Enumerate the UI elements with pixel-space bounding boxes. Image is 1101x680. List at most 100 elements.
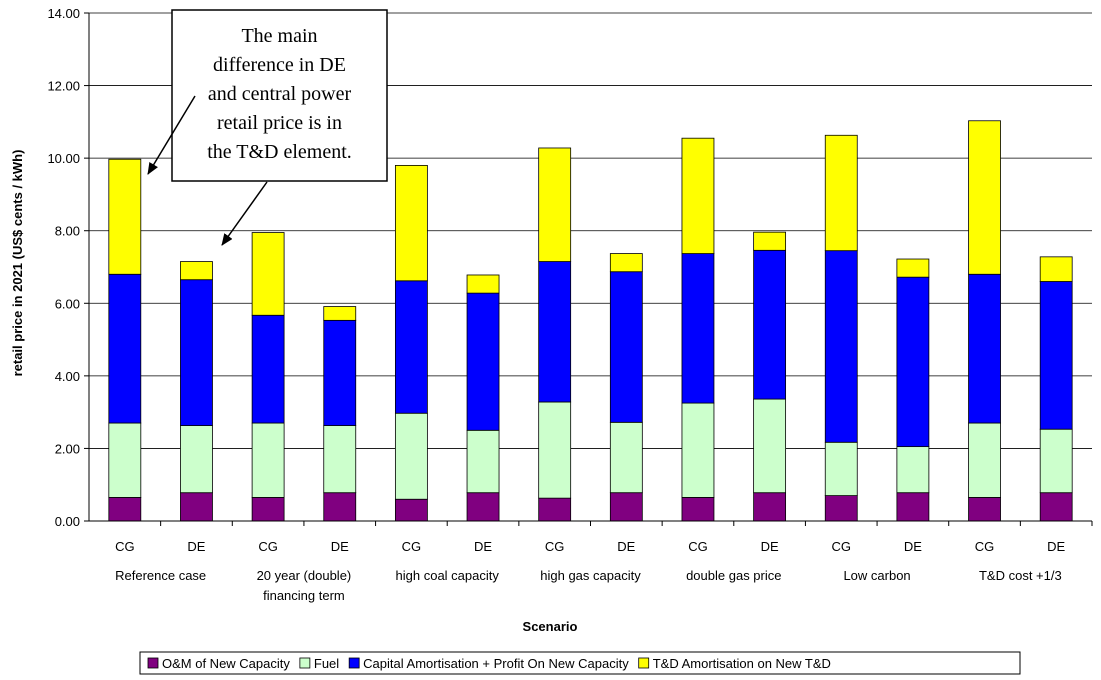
bar-segment-3	[108, 158, 142, 275]
legend: O&M of New Capacity Fuel Capital Amortisat…	[139, 651, 1021, 675]
bar-segment-3	[824, 134, 858, 252]
bar-segment-2	[466, 292, 500, 431]
bar-segment-0	[1039, 492, 1073, 522]
legend-label: Fuel	[314, 656, 339, 671]
bar-segment-1	[968, 422, 1001, 498]
callout-text-line: and central power	[208, 83, 352, 105]
x-tick-label: DE	[474, 539, 492, 554]
bar-segment-0	[323, 492, 357, 522]
legend-swatch	[299, 657, 311, 669]
bar-segment-0	[824, 495, 858, 522]
bar-segment-0	[108, 497, 142, 522]
callout-box	[171, 9, 388, 182]
bar-segment-3	[753, 231, 787, 251]
bar-segment-2	[394, 280, 428, 414]
group-label: Low carbon	[843, 568, 910, 583]
callout-arrow	[147, 95, 196, 175]
y-axis-title: retail price in 2021 (US$ cents / kWh)	[10, 150, 25, 377]
bar-segment-1	[108, 422, 142, 498]
bar-segment-0	[466, 492, 500, 522]
x-tick-label: DE	[761, 539, 779, 554]
bar-segment-1	[251, 422, 285, 498]
bar-segment-0	[538, 497, 572, 522]
bar-segment-2	[1039, 281, 1073, 430]
y-tick-label: 4.00	[55, 369, 80, 384]
group-label: financing term	[263, 588, 345, 603]
bar-segment-2	[753, 249, 787, 400]
legend-box	[139, 651, 1021, 675]
bar-segment-1	[394, 412, 428, 500]
callout-text-line: difference in DE	[213, 54, 346, 76]
x-tick-label: CG	[545, 539, 565, 554]
bar-segment-2	[251, 314, 285, 424]
bar-segment-1	[753, 398, 787, 494]
bar-segment-0	[394, 498, 428, 522]
bar-segment-1	[824, 441, 858, 497]
y-tick-label: 10.00	[47, 151, 80, 166]
bar-segment-3	[251, 232, 285, 316]
group-label: high gas capacity	[540, 568, 641, 583]
bar-segment-0	[180, 492, 213, 522]
bar-segment-1	[323, 425, 357, 494]
legend-swatch	[147, 657, 159, 669]
bar-segment-0	[753, 492, 787, 522]
x-tick-label: CG	[402, 539, 422, 554]
bar-segment-0	[681, 497, 715, 522]
bar-segment-0	[896, 492, 930, 522]
axes	[84, 12, 1093, 526]
bar-segment-2	[180, 279, 213, 426]
legend-label: Capital Amortisation + Profit On New Cap…	[363, 656, 629, 671]
y-tick-label: 8.00	[55, 224, 80, 239]
axis-labels: 0.00 2.00 4.00 6.00 8.00 10.00 12.00 14.00 CG DE C…	[47, 6, 1065, 603]
bar-segment-1	[896, 446, 930, 494]
x-tick-label: DE	[1047, 539, 1065, 554]
bar-segment-3	[1039, 256, 1073, 282]
group-label: 20 year (double)	[257, 568, 352, 583]
callout-arrow	[221, 181, 268, 246]
bar-segment-1	[466, 429, 500, 494]
bar-segment-0	[609, 492, 643, 522]
y-tick-label: 14.00	[47, 6, 80, 21]
bar-segment-3	[180, 261, 213, 281]
bar-segment-3	[538, 147, 572, 262]
callout-text-line: the T&D element.	[207, 141, 352, 163]
group-label: double gas price	[686, 568, 781, 583]
bar-segment-2	[538, 261, 572, 403]
x-tick-label: DE	[904, 539, 922, 554]
callout-annotation: The main difference in DE and central powe…	[147, 9, 388, 246]
x-axis-title: Scenario	[523, 619, 578, 634]
bar-segment-3	[466, 274, 500, 294]
bar-segment-1	[1039, 428, 1073, 494]
bar-segment-2	[824, 250, 858, 443]
legend-label: O&M of New Capacity	[162, 656, 290, 671]
group-label: high coal capacity	[396, 568, 500, 583]
x-tick-label: DE	[187, 539, 205, 554]
x-tick-label: CG	[258, 539, 278, 554]
legend-label: T&D Amortisation on New T&D	[653, 656, 831, 671]
bar-segment-1	[180, 425, 213, 494]
bar-segment-3	[609, 253, 643, 273]
bar-segment-2	[968, 273, 1001, 424]
y-tick-label: 0.00	[55, 514, 80, 529]
y-tick-label: 6.00	[55, 296, 80, 311]
bar-segment-2	[896, 276, 930, 448]
bar-segment-1	[538, 401, 572, 499]
x-tick-label: DE	[331, 539, 349, 554]
bar-segment-1	[609, 421, 643, 494]
bar-segment-3	[681, 137, 715, 254]
x-tick-label: CG	[832, 539, 852, 554]
bar-segment-0	[251, 497, 285, 522]
bar-segment-2	[323, 319, 357, 426]
legend-swatch	[348, 657, 360, 669]
group-label: T&D cost +1/3	[979, 568, 1062, 583]
bar-segment-3	[896, 258, 930, 278]
bar-segment-1	[681, 402, 715, 498]
legend-swatch	[638, 657, 650, 669]
y-tick-label: 12.00	[47, 79, 80, 94]
bar-segment-0	[968, 497, 1001, 522]
bar-segment-3	[394, 164, 428, 282]
bar-segment-2	[681, 253, 715, 404]
x-tick-label: DE	[617, 539, 635, 554]
